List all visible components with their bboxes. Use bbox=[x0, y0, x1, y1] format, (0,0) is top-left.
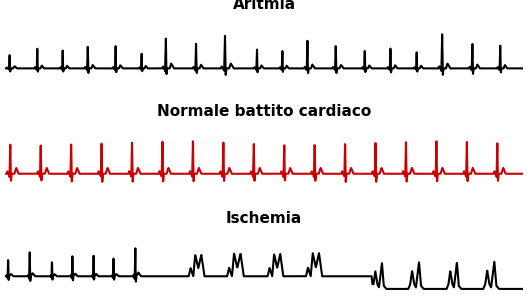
Title: Normale battito cardiaco: Normale battito cardiaco bbox=[157, 104, 371, 119]
Title: Aritmia: Aritmia bbox=[232, 0, 296, 12]
Title: Ischemia: Ischemia bbox=[226, 211, 302, 226]
